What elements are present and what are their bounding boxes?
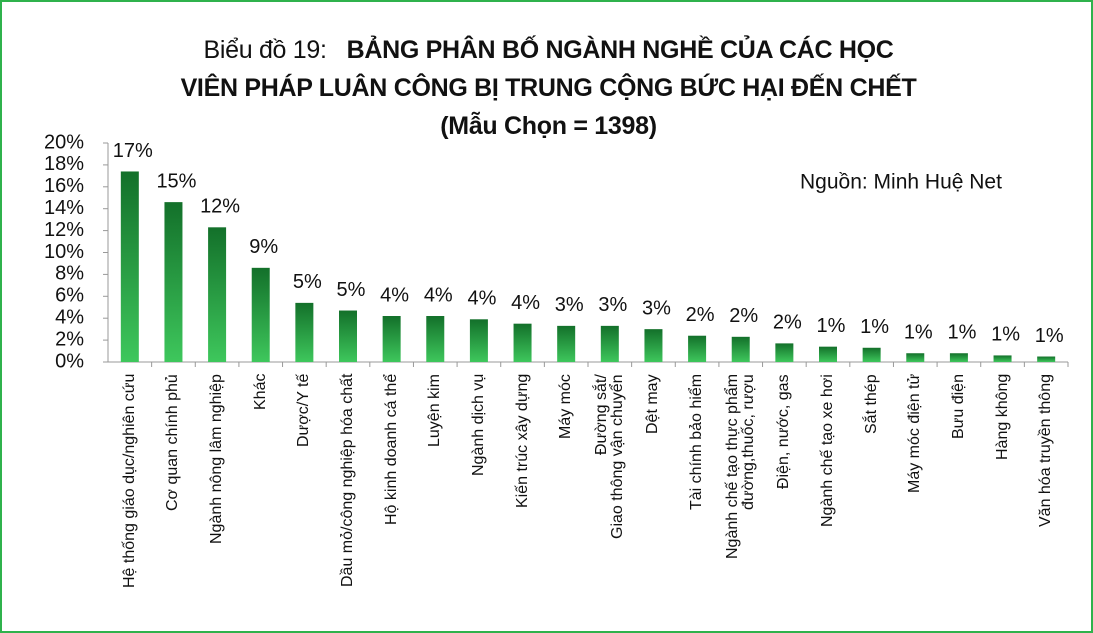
x-tick-label: Dược/Y tế bbox=[295, 374, 313, 448]
value-label: 4% bbox=[380, 284, 409, 306]
bar bbox=[731, 336, 750, 362]
x-tick-label: Đường sắt/ Giao thông vận chuyển bbox=[592, 374, 626, 539]
x-tick-label: Luyện kim bbox=[426, 374, 444, 447]
x-tick-label: Ngành chế tạo xe hơi bbox=[819, 374, 836, 527]
bar bbox=[600, 325, 619, 362]
chart-title-label: Biểu đồ 19: bbox=[203, 36, 327, 64]
x-tick-label: Ngành nông lâm nghiệp bbox=[208, 374, 226, 544]
x-tick-label: Dầu mỏ/công nghiệp hóa chất bbox=[339, 374, 356, 588]
value-label: 2% bbox=[729, 305, 758, 327]
bar bbox=[382, 316, 401, 362]
x-tick-label: Hộ kinh doanh cá thể bbox=[382, 374, 400, 526]
value-label: 12% bbox=[200, 196, 240, 218]
y-tick-label: 20% bbox=[44, 131, 84, 153]
value-label: 4% bbox=[424, 284, 453, 306]
bar bbox=[164, 202, 183, 362]
value-label: 1% bbox=[1035, 325, 1064, 347]
source-note: Nguồn: Minh Huệ Net bbox=[800, 171, 1002, 194]
x-tick-label: Dệt may bbox=[644, 374, 662, 434]
bar bbox=[208, 227, 227, 362]
bar bbox=[251, 267, 270, 362]
bar bbox=[426, 316, 445, 362]
y-tick-label: 4% bbox=[55, 306, 84, 328]
x-tick-label: Máy móc bbox=[557, 374, 575, 439]
value-label: 1% bbox=[947, 322, 976, 344]
x-tick-label: Kiến trúc xây dựng bbox=[513, 374, 531, 509]
value-label: 3% bbox=[598, 294, 627, 316]
bar bbox=[819, 346, 837, 362]
value-label: 4% bbox=[511, 292, 540, 314]
x-tick-label: Máy móc điện tử bbox=[906, 374, 924, 494]
x-tick-label: Khác bbox=[251, 374, 269, 411]
bar bbox=[775, 343, 794, 362]
chart-subtitle: (Mẫu Chọn = 1398) bbox=[440, 112, 657, 140]
value-label: 15% bbox=[156, 170, 196, 192]
bar bbox=[906, 353, 925, 362]
y-tick-label: 16% bbox=[44, 175, 84, 197]
value-label: 5% bbox=[293, 271, 322, 293]
y-tick-label: 8% bbox=[55, 263, 84, 285]
bar bbox=[120, 171, 139, 362]
bar bbox=[513, 323, 532, 362]
value-label: 1% bbox=[904, 322, 933, 344]
value-label: 3% bbox=[642, 297, 671, 319]
chart-title-line: Biểu đồ 19: BẢNG PHÂN BỐ NGÀNH NGHỀ CỦA … bbox=[2, 36, 1091, 65]
value-label: 3% bbox=[555, 294, 584, 316]
x-tick-label: Cơ quan chính phủ bbox=[164, 374, 182, 511]
bar bbox=[688, 335, 707, 362]
value-label: 1% bbox=[991, 324, 1020, 346]
y-tick-label: 0% bbox=[55, 350, 84, 372]
x-tick-label: Hệ thống giáo dục/nghiên cứu bbox=[120, 374, 138, 589]
bar bbox=[557, 325, 576, 362]
chart-title: VIÊN PHÁP LUÂN CÔNG BỊ TRUNG CỘNG BỨC HẠ… bbox=[180, 74, 917, 102]
x-tick-label: Hàng không bbox=[993, 374, 1011, 461]
x-tick-label: Tài chính bảo hiểm bbox=[688, 374, 706, 511]
y-tick-label: 10% bbox=[44, 241, 84, 263]
value-label: 2% bbox=[773, 312, 802, 334]
value-label: 1% bbox=[817, 315, 846, 337]
bar bbox=[949, 353, 968, 362]
bar bbox=[993, 355, 1012, 362]
value-label: 1% bbox=[860, 316, 889, 338]
x-tick-label: Ngành chế tạo thực phẩm đường,thuốc, rượ… bbox=[723, 374, 757, 560]
bar bbox=[469, 319, 488, 362]
bar bbox=[1037, 356, 1056, 362]
bar bbox=[295, 302, 314, 362]
value-label: 17% bbox=[113, 140, 153, 162]
y-tick-label: 14% bbox=[44, 197, 84, 219]
y-tick-label: 12% bbox=[44, 219, 84, 241]
chart-title: BẢNG PHÂN BỐ NGÀNH NGHỀ CỦA CÁC HỌC bbox=[346, 36, 894, 64]
bar bbox=[339, 310, 357, 362]
value-label: 2% bbox=[686, 304, 715, 326]
x-tick-label: Ngành dịch vụ bbox=[469, 374, 487, 477]
value-label: 4% bbox=[467, 288, 496, 310]
y-tick-label: 6% bbox=[55, 285, 84, 307]
bar bbox=[644, 329, 663, 362]
value-label: 5% bbox=[337, 279, 366, 301]
value-label: 9% bbox=[249, 236, 278, 258]
x-tick-label: Điện, nước, gas bbox=[775, 374, 793, 489]
y-tick-label: 2% bbox=[55, 328, 84, 350]
bar bbox=[862, 347, 881, 362]
y-tick-label: 18% bbox=[44, 153, 84, 175]
x-tick-label: Sắt thép bbox=[862, 374, 880, 434]
x-tick-label: Văn hóa truyền thông bbox=[1037, 374, 1055, 528]
x-tick-label: Bưu điện bbox=[949, 374, 967, 439]
